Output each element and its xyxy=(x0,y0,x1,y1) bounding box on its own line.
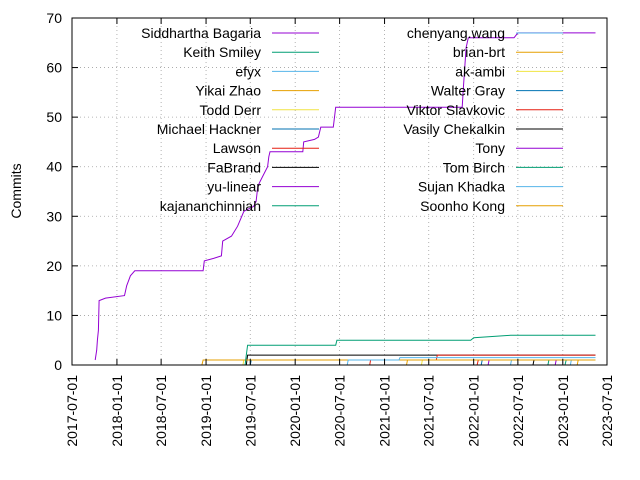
x-tick-label: 2022-07-01 xyxy=(510,375,526,447)
series-line xyxy=(94,32,596,361)
y-tick-label: 50 xyxy=(46,109,62,125)
x-tick-label: 2021-01-01 xyxy=(377,375,393,447)
legend-label: chenyang.wang xyxy=(407,25,505,41)
series-line xyxy=(564,359,596,366)
y-tick-label: 10 xyxy=(46,307,62,323)
y-tick-label: 70 xyxy=(46,10,62,26)
x-tick-label: 2020-01-01 xyxy=(287,375,303,447)
y-tick-label: 30 xyxy=(46,208,62,224)
series-line xyxy=(420,359,596,366)
legend-label: kajananchinniah xyxy=(160,198,261,214)
x-tick-label: 2022-01-01 xyxy=(466,375,482,447)
series-line xyxy=(242,359,596,366)
y-tick-label: 20 xyxy=(46,258,62,274)
series-lines xyxy=(94,32,596,366)
legend-label: efyx xyxy=(235,63,261,79)
y-axis-title: Commits xyxy=(8,163,24,218)
series-line xyxy=(510,359,596,366)
x-tick-label: 2021-07-01 xyxy=(421,375,437,447)
legend-label: ak-ambi xyxy=(455,63,505,79)
y-tick-label: 60 xyxy=(46,60,62,76)
legend-label: Siddhartha Bagaria xyxy=(141,25,261,41)
legend-label: Keith Smiley xyxy=(183,44,261,60)
series-line xyxy=(532,359,596,366)
legend-label: brian-brt xyxy=(453,44,505,60)
x-tick-label: 2018-01-01 xyxy=(109,375,125,447)
y-tick-label: 0 xyxy=(54,357,62,373)
legend-label: FaBrand xyxy=(207,159,261,175)
x-tick-label: 2018-07-01 xyxy=(153,375,169,447)
series-line xyxy=(406,359,596,366)
legend-label: Lawson xyxy=(213,140,261,156)
series-line xyxy=(554,359,596,366)
plot-border xyxy=(71,17,608,366)
legend-label: Tony xyxy=(475,140,505,156)
series-line xyxy=(576,359,596,366)
y-tick-label: 40 xyxy=(46,159,62,175)
legend: Siddhartha Bagaria Keith Smiley efyx Yikai … xyxy=(141,25,563,214)
series-line xyxy=(346,357,596,366)
legend-label: Tom Birch xyxy=(443,159,505,175)
x-tick-label: 2023-01-01 xyxy=(555,375,571,447)
x-tick-label: 2017-07-01 xyxy=(64,375,80,447)
legend-label: Walter Gray xyxy=(431,83,505,99)
legend-label: yu-linear xyxy=(207,179,261,195)
axes: 0 10 20 30 40 50 60 70 2017-07-01 2018-01-01 2018-… xyxy=(46,10,615,447)
legend-label: Todd Derr xyxy=(200,102,262,118)
series-line xyxy=(249,359,596,366)
legend-label: Viktor Slavkovic xyxy=(406,102,505,118)
series-line xyxy=(201,359,596,366)
legend-label: Vasily Chekalkin xyxy=(403,121,505,137)
series-line xyxy=(487,359,596,366)
x-tick-label: 2019-07-01 xyxy=(242,375,258,447)
x-tick-label: 2019-01-01 xyxy=(198,375,214,447)
x-tick-label: 2020-07-01 xyxy=(332,375,348,447)
legend-label: Sujan Khadka xyxy=(418,179,505,195)
grid-lines xyxy=(72,18,607,365)
x-tick-label: 2023-07-01 xyxy=(599,375,615,447)
legend-label: Michael Hackner xyxy=(157,121,262,137)
series-line xyxy=(569,359,596,366)
legend-label: Yikai Zhao xyxy=(195,83,261,99)
series-line xyxy=(244,334,596,366)
legend-label: Soonho Kong xyxy=(420,198,505,214)
